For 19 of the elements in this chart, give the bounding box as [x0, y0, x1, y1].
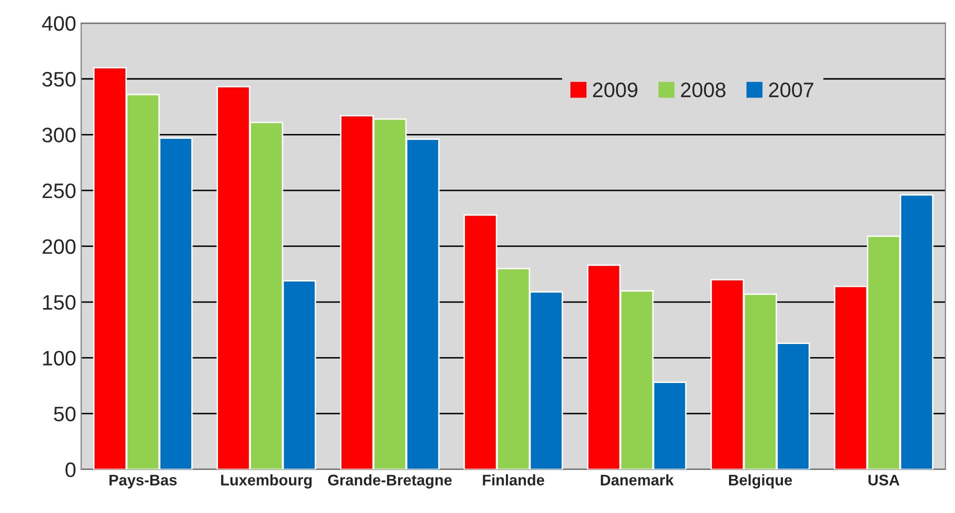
legend-label: 2009: [593, 82, 638, 98]
y-tick-label: 400: [42, 16, 76, 31]
y-tick-label: 300: [42, 128, 76, 142]
y-tick-label: 100: [43, 350, 76, 366]
x-tick-label: Pays-Bas: [110, 474, 177, 488]
x-tick-label: Grande-Bretagne: [328, 474, 452, 489]
x-tick-label: Finlande: [482, 474, 544, 486]
y-tick-label: 150: [43, 295, 76, 310]
legend-label: 2008: [681, 82, 726, 98]
x-tick-label: Belgique: [729, 474, 792, 489]
legend-label: 2007: [769, 82, 814, 98]
y-tick-label: 0: [66, 462, 76, 478]
x-tick-label: Danemark: [600, 474, 674, 486]
x-tick-label: Luxembourg: [221, 474, 312, 489]
y-tick-label: 350: [42, 72, 76, 87]
y-tick-label: 200: [42, 239, 76, 254]
y-tick-label: 50: [54, 406, 76, 422]
x-tick-label: USA: [868, 474, 900, 486]
y-tick-label: 250: [42, 183, 76, 198]
